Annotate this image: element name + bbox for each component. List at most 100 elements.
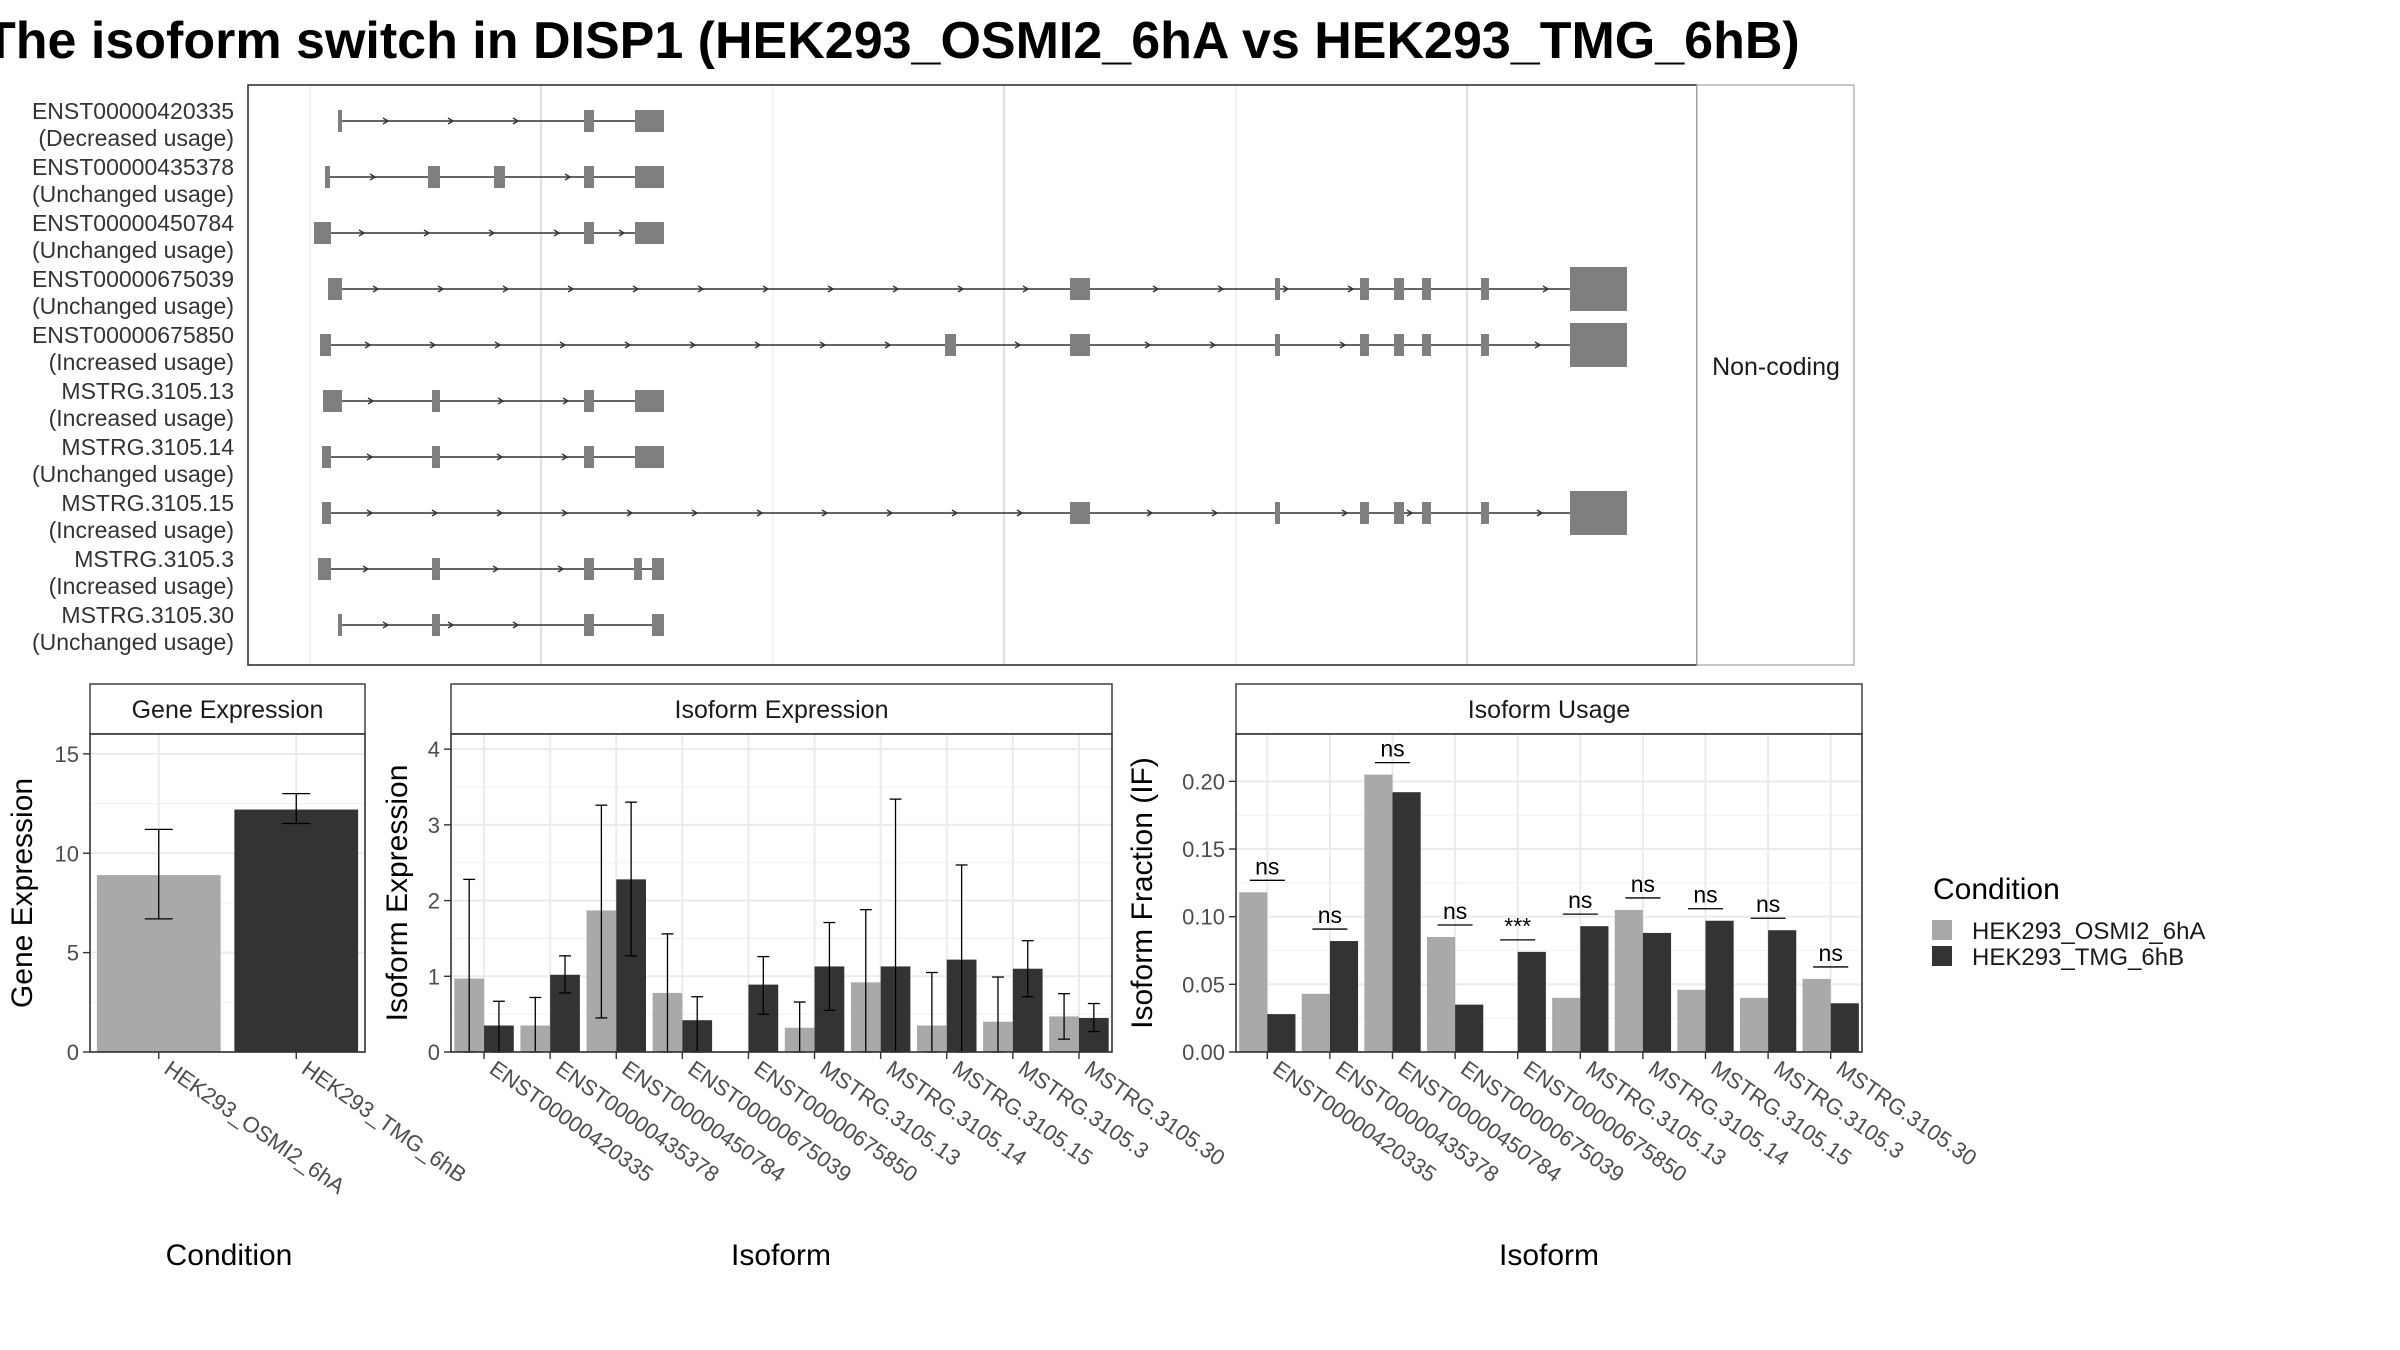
direction-arrow [557, 565, 565, 573]
direction-arrow [1016, 509, 1024, 517]
isoform-usage-axes: 0.000.050.100.150.20ENST00000420335ENST0… [1182, 769, 1981, 1187]
y-tick-label: 1 [428, 964, 440, 989]
gene-expression-bars [96, 792, 359, 1052]
exon-block [635, 390, 664, 412]
transcript-enst00000675039 [328, 267, 1627, 311]
transcript-usage-enst00000450784: (Unchanged usage) [32, 237, 234, 263]
exon-block [432, 446, 440, 468]
direction-arrow [502, 285, 510, 293]
exon-block [1070, 278, 1090, 300]
exon-block [1070, 502, 1090, 524]
direction-arrow [957, 285, 965, 293]
direction-arrow [819, 341, 827, 349]
bar-hek293-tmg-6hb [234, 809, 359, 1052]
direction-arrow [1536, 509, 1544, 517]
direction-arrow [362, 565, 370, 573]
transcript-mstrg-3105-30 [338, 614, 664, 636]
exon-block [1275, 502, 1280, 524]
direction-arrow [1542, 285, 1550, 293]
exon-block [1422, 278, 1431, 300]
y-tick-label: 0 [67, 1040, 79, 1065]
transcript-usage-mstrg-3105-30: (Unchanged usage) [32, 629, 234, 655]
exon-block [584, 110, 594, 132]
direction-arrow [553, 229, 561, 237]
isoform-expression-bars [454, 798, 1109, 1053]
exon-block [584, 166, 594, 188]
structure-facet-strip [1696, 84, 1855, 666]
bar-hek293-tmg-6hb-mstrg-3105-30 [1830, 1003, 1859, 1052]
exon-block [1070, 334, 1090, 356]
direction-arrow [1341, 509, 1349, 517]
isoform-usage-panel: Isoform Usage ns ns ns ns *** ns ns ns ns ns 0.00… [1126, 683, 1981, 1272]
significance-label: ns [1255, 853, 1279, 879]
significance-label: ns [1819, 940, 1843, 966]
significance-label: *** [1504, 913, 1531, 939]
isoform-usage-strip-title: Isoform Usage [1468, 696, 1631, 724]
direction-arrow [689, 341, 697, 349]
bar-hek293-tmg-6hb-mstrg-3105-3 [1768, 930, 1797, 1052]
direction-arrow [562, 397, 570, 405]
significance-label: ns [1380, 736, 1404, 762]
transcript-usage-mstrg-3105-13: (Increased usage) [49, 405, 234, 431]
transcript-label-enst00000450784: ENST00000450784 [32, 210, 234, 236]
direction-arrow [512, 117, 520, 125]
transcript-enst00000675850 [320, 323, 1627, 367]
bar-hek293-osmi2-6ha-mstrg-3105-3 [1739, 997, 1769, 1052]
direction-arrow [492, 565, 500, 573]
exon-block [325, 166, 330, 188]
direction-arrow [1209, 341, 1217, 349]
gene-expression-y-title: Gene Expression [6, 778, 39, 1008]
direction-arrow [762, 285, 770, 293]
direction-arrow [1282, 285, 1290, 293]
y-tick-label: 0.15 [1182, 837, 1225, 862]
direction-arrow [691, 509, 699, 517]
figure-title: The isoform switch in DISP1 (HEK293_OSMI… [0, 12, 1800, 70]
structure-plot-area [248, 85, 1697, 665]
exon-block [584, 390, 594, 412]
direction-arrow [1347, 285, 1355, 293]
exon-block [314, 222, 331, 244]
direction-arrow [951, 509, 959, 517]
direction-arrow [1534, 341, 1542, 349]
transcript-label-mstrg-3105-3: MSTRG.3105.3 [74, 546, 234, 572]
direction-arrow [1022, 285, 1030, 293]
legend-swatch-condition-a [1932, 920, 1952, 940]
transcript-enst00000435378 [325, 166, 664, 188]
transcript-label-mstrg-3105-13: MSTRG.3105.13 [61, 378, 234, 404]
legend-title: Condition [1933, 873, 2060, 906]
transcript-enst00000450784 [314, 222, 664, 244]
exon-block [432, 558, 440, 580]
gene-expression-strip-title: Gene Expression [132, 696, 324, 724]
gene-structure-panel: ENST00000420335(Decreased usage) ENST0000… [32, 84, 1855, 666]
isoform-usage-x-title: Isoform [1499, 1239, 1599, 1272]
gene-expression-frame [89, 733, 366, 1053]
y-tick-label: 0 [428, 1040, 440, 1065]
exon-block [1360, 334, 1369, 356]
transcript-mstrg-3105-15 [322, 491, 1627, 535]
exon-block [584, 558, 594, 580]
transcript-usage-mstrg-3105-14: (Unchanged usage) [32, 461, 234, 487]
bar-hek293-osmi2-6ha-enst00000420335 [1239, 892, 1268, 1052]
exon-block [323, 390, 342, 412]
isoform-expression-strip-title: Isoform Expression [675, 696, 889, 724]
bar-hek293-osmi2-6ha-mstrg-3105-14 [1614, 909, 1643, 1052]
direction-arrow [1144, 341, 1152, 349]
bar-hek293-osmi2-6ha-enst00000675039 [1426, 936, 1456, 1052]
bar-hek293-tmg-6hb-mstrg-3105-14 [1642, 932, 1672, 1052]
transcript-mstrg-3105-3 [318, 558, 664, 580]
direction-arrow [488, 229, 496, 237]
exon-block [584, 222, 594, 244]
direction-arrow [632, 285, 640, 293]
direction-arrow [1146, 509, 1154, 517]
exon-block [1394, 502, 1404, 524]
exon-block [1570, 323, 1627, 367]
direction-arrow [1339, 341, 1347, 349]
legend: Condition HEK293_OSMI2_6hA HEK293_TMG_6h… [1932, 873, 2205, 971]
direction-arrow [884, 341, 892, 349]
transcript-label-enst00000675850: ENST00000675850 [32, 322, 234, 348]
bar-hek293-tmg-6hb-mstrg-3105-13 [1580, 926, 1609, 1052]
direction-arrow [382, 621, 390, 629]
exon-block [494, 166, 505, 188]
bar-hek293-tmg-6hb-enst00000420335 [1267, 1014, 1296, 1052]
transcript-label-enst00000420335: ENST00000420335 [32, 98, 234, 124]
